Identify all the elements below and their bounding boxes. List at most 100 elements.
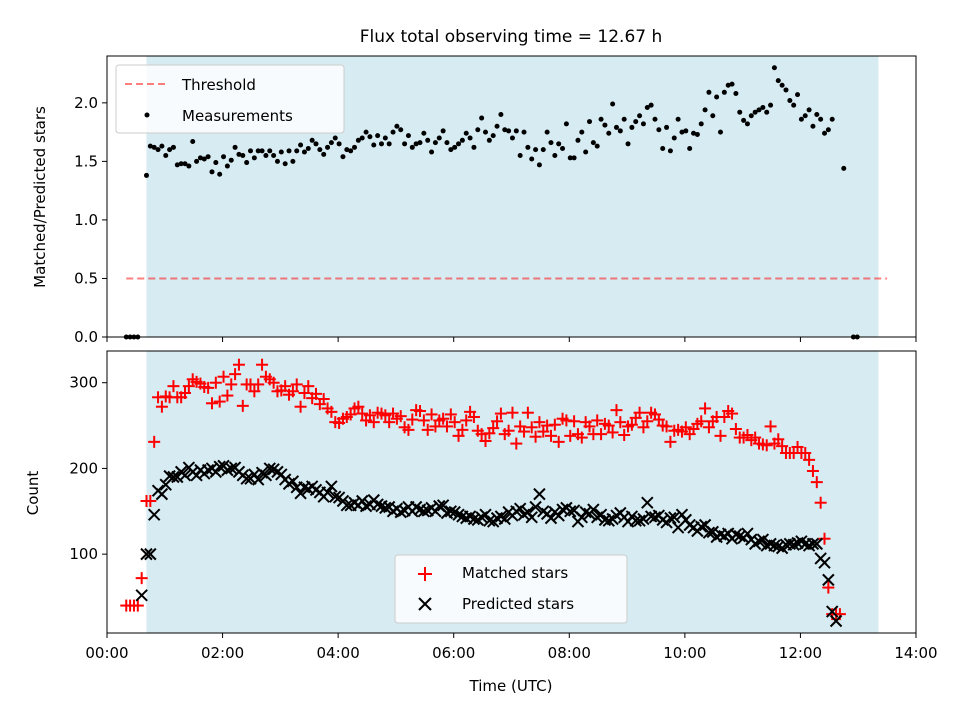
measurement-point: [822, 130, 828, 136]
measurement-point: [621, 116, 627, 122]
measurement-point: [217, 171, 223, 177]
matched-star-marker: [467, 411, 480, 423]
matched-star-marker: [806, 465, 819, 477]
matched-star-marker: [135, 572, 148, 585]
measurement-point: [506, 128, 512, 134]
top-panel: 0.0 0.5 1.0 1.5 2.0 Flux total observing tim…: [31, 27, 917, 346]
matched-star-marker: [379, 409, 392, 422]
measurement-point: [440, 128, 446, 134]
measurement-point: [810, 123, 816, 129]
measurement-point: [221, 154, 227, 160]
measurement-point: [228, 157, 234, 163]
predicted-star-marker: [822, 573, 835, 587]
measurement-point: [271, 153, 277, 159]
measurement-point: [224, 163, 230, 169]
matched-star-marker: [352, 400, 365, 413]
measurement-point: [560, 145, 566, 151]
measurement-point: [421, 130, 427, 136]
matched-star-marker: [290, 378, 303, 391]
measurement-point: [683, 128, 689, 134]
measurement-point: [783, 87, 789, 93]
measurement-point: [660, 145, 666, 151]
matched-star-marker: [217, 370, 230, 383]
bottom-y-tick-label: 100: [69, 545, 98, 563]
x-tick-label: 06:00: [432, 644, 475, 662]
measurement-point: [274, 158, 280, 164]
predicted-star-marker: [144, 547, 157, 561]
predicted-star-marker: [483, 514, 496, 527]
matched-star-marker: [298, 387, 311, 399]
predicted-star-marker: [764, 537, 777, 551]
matched-star-marker: [229, 368, 242, 381]
measurement-point: [186, 163, 192, 169]
matched-stars-legend-swatch: [418, 567, 432, 581]
predicted-star-marker: [155, 487, 169, 501]
matched-star-marker: [144, 495, 157, 507]
top-y-tick-label: 2.0: [74, 94, 98, 112]
predicted-star-marker: [529, 500, 542, 514]
matched-star-marker: [695, 415, 708, 428]
measurement-point: [178, 161, 184, 167]
measurement-point: [795, 92, 801, 98]
matched-star-marker: [363, 409, 376, 422]
measurement-point: [486, 137, 492, 143]
matched-star-marker: [660, 420, 673, 433]
measurement-point: [209, 169, 215, 175]
measurements-legend-label: Measurements: [182, 107, 293, 125]
matched-star-marker: [317, 393, 330, 405]
matched-star-marker: [383, 416, 396, 429]
measurement-point: [278, 149, 284, 155]
matched-star-marker: [131, 599, 144, 612]
measurement-point: [590, 140, 596, 146]
measurement-point: [305, 145, 311, 151]
predicted-star-marker: [167, 470, 180, 484]
measurement-point: [336, 141, 342, 147]
measurement-point: [482, 129, 488, 135]
measurement-point: [714, 94, 720, 100]
measurement-point: [448, 147, 454, 153]
predicted-star-marker: [135, 589, 148, 602]
measurement-point: [452, 144, 458, 150]
matched-star-marker: [460, 414, 473, 427]
measurement-point: [467, 135, 473, 141]
matched-star-marker: [394, 410, 407, 423]
predicted-star-marker: [498, 512, 511, 526]
predicted-star-marker: [729, 528, 743, 541]
measurement-point: [717, 129, 723, 135]
matched-star-marker: [776, 440, 789, 453]
measurement-point: [502, 127, 508, 133]
measurement-point: [147, 143, 153, 149]
measurement-point: [402, 141, 408, 147]
matched-star-marker: [641, 415, 654, 428]
predicted-stars-legend-label: Predicted stars: [462, 595, 574, 613]
matched-star-marker: [760, 439, 773, 452]
measurement-point: [779, 82, 785, 88]
measurement-point: [702, 107, 708, 113]
measurement-point: [182, 161, 188, 167]
predicted-stars-legend-swatch: [418, 597, 432, 611]
measurement-point: [694, 131, 700, 137]
measurement-point: [155, 147, 161, 153]
measurement-point: [741, 117, 747, 123]
predicted-star-marker: [695, 520, 708, 533]
measurement-point: [290, 158, 296, 164]
measurement-point: [328, 140, 334, 146]
matched-star-marker: [633, 406, 646, 419]
measurement-point: [471, 144, 477, 150]
matched-star-marker: [256, 358, 269, 371]
measurement-point: [170, 144, 176, 150]
predicted-star-marker: [564, 505, 577, 518]
predicted-star-marker: [321, 486, 334, 499]
measurement-point: [390, 129, 396, 135]
measurement-point: [667, 148, 673, 154]
measurement-point: [706, 89, 712, 95]
bottom-legend-box: [394, 554, 628, 624]
measurement-point: [344, 147, 350, 153]
predicted-star-marker: [213, 460, 226, 473]
measurement-point: [648, 102, 654, 108]
measurement-point: [775, 78, 781, 84]
predicted-star-marker: [733, 529, 746, 543]
predicted-star-marker: [633, 514, 646, 527]
measurement-point: [525, 144, 531, 150]
